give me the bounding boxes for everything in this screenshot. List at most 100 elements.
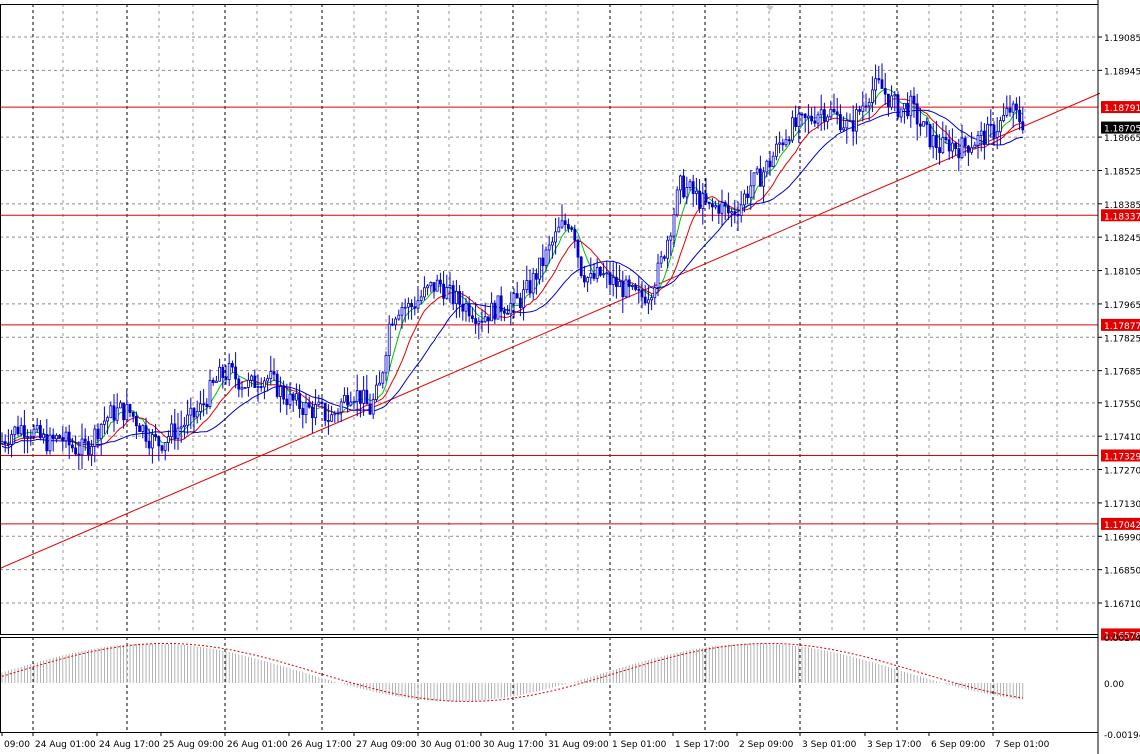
candle-body (419, 296, 423, 302)
candle (768, 150, 772, 176)
candle-body (400, 307, 404, 316)
candle-body (333, 413, 337, 416)
candle (666, 235, 669, 269)
candle (819, 94, 823, 131)
candle-body (695, 190, 698, 194)
candle-body (586, 277, 589, 283)
candle-body (951, 142, 954, 152)
candle-body (957, 148, 961, 159)
candle (826, 114, 829, 130)
candle (368, 393, 372, 416)
candle (640, 281, 644, 309)
candle (851, 105, 855, 146)
candle (912, 87, 916, 118)
candle-body (422, 287, 426, 298)
candle (567, 218, 570, 233)
grid (0, 4, 1098, 732)
candle (352, 396, 356, 410)
candle (624, 275, 628, 298)
level-price-label: 1.18791 (1104, 104, 1140, 114)
candle (896, 91, 900, 120)
candle-body (26, 436, 30, 438)
trendline[interactable] (0, 92, 1101, 569)
candle (445, 274, 449, 300)
chart-frame (0, 0, 1099, 754)
current-price-tag (1101, 121, 1140, 134)
candle-body (362, 389, 366, 404)
candle-body (176, 427, 180, 439)
level-price-tag (1101, 101, 1140, 114)
candle (803, 113, 807, 133)
candle (963, 135, 967, 157)
trendline-layer[interactable] (0, 92, 1101, 569)
candle-body (458, 291, 462, 305)
moving-average-line (1, 98, 1023, 448)
candle (163, 442, 167, 461)
candle (502, 306, 506, 322)
candle-body (429, 282, 433, 287)
price-tick-label: 1.16990 (1104, 533, 1140, 543)
candle-body (544, 249, 548, 267)
price-axis: 1.19085 1.18945 1.18665 1.18525 1.18385 1.182… (1098, 34, 1140, 741)
candle (586, 276, 589, 293)
shift-marker-icon[interactable] (766, 6, 774, 11)
price-tick-label: 1.17130 (1104, 500, 1140, 510)
candle-body (909, 95, 913, 117)
candle-body (19, 425, 23, 435)
moving-averages (1, 88, 1024, 450)
candle-body (890, 95, 893, 108)
candle-body (727, 205, 730, 214)
candle-body (883, 88, 887, 95)
candle (573, 224, 577, 249)
price-tick-label: 1.16850 (1104, 567, 1140, 577)
candle (435, 274, 439, 292)
candle (1011, 100, 1015, 128)
candle-body (438, 279, 442, 285)
candle-body (922, 121, 925, 127)
candle-body (864, 105, 868, 108)
candle-body (134, 416, 138, 427)
candle-body (0, 441, 4, 444)
candle-body (912, 95, 916, 105)
candle-body (160, 445, 164, 451)
candle (490, 292, 494, 322)
time-tick-label: 09:00 (4, 740, 30, 750)
candle (51, 428, 55, 452)
candle (707, 201, 711, 210)
candle-body (791, 117, 794, 141)
candle (128, 403, 132, 418)
candle (599, 266, 602, 277)
candle-body (45, 434, 49, 452)
candle-body (496, 295, 500, 320)
candle-body (554, 231, 557, 243)
candle-body (528, 280, 532, 294)
candle (720, 189, 724, 226)
candle-body (669, 235, 673, 241)
candle-body (771, 155, 775, 168)
candle-body (608, 272, 612, 285)
candle-body (282, 386, 286, 400)
level-price-tag (1101, 517, 1140, 530)
candle (458, 285, 462, 318)
candle-body (963, 137, 967, 147)
candle (643, 284, 647, 306)
candle (778, 131, 781, 154)
candle (288, 382, 292, 410)
oscillator-tick-label: -0.00194 (1104, 731, 1140, 741)
candle (141, 424, 145, 439)
candle-body (218, 366, 222, 382)
candle-body (163, 442, 167, 451)
candle (336, 408, 340, 423)
candle-body (314, 404, 318, 419)
price-tick-label: 1.18525 (1104, 167, 1140, 177)
price-tick-label: 1.17685 (1104, 368, 1140, 378)
candle (400, 302, 404, 329)
candle-body (835, 111, 839, 115)
candle (970, 132, 973, 155)
candle-body (976, 135, 980, 146)
candle-body (186, 414, 190, 426)
candle-body (317, 401, 321, 405)
candle-body (794, 117, 797, 128)
candle-body (39, 425, 42, 439)
candle-body (567, 224, 570, 229)
